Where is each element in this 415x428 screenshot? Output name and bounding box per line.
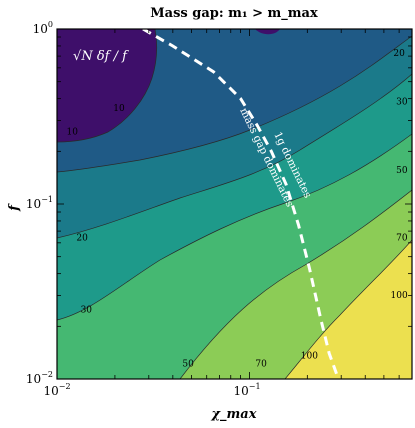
contour-10: [57, 29, 158, 143]
contour-label: 100: [301, 352, 318, 362]
chart-title-text: Mass gap: m₁ > m_max: [150, 6, 318, 21]
contour-label: 20: [393, 49, 405, 59]
contour-20: [57, 35, 412, 173]
contour-label: 20: [76, 233, 88, 243]
contour-30: [57, 73, 412, 239]
contour-label: 10: [66, 127, 78, 137]
x-tick-label: 10−2: [43, 382, 70, 398]
contour-50: [57, 133, 412, 321]
band-lt10: [57, 29, 157, 142]
contour-label: 100: [391, 291, 408, 301]
x-tick-label: 10−1: [233, 382, 260, 398]
quantity-label-text: √N δf / f: [73, 49, 129, 64]
contour-label-group: 20 30 50 70 100 10 10 20 30 50 70 100: [66, 49, 407, 369]
y-axis-label: f: [7, 203, 22, 212]
boundary-dashed-line: [142, 29, 340, 379]
quantity-label: √N δf / f: [73, 49, 129, 64]
band-lt10-top: [255, 29, 280, 35]
contour-70: [179, 189, 412, 379]
contour-label: 50: [182, 359, 194, 369]
contour-label: 50: [396, 166, 408, 176]
contour-label: 70: [255, 359, 267, 369]
contour-label: 70: [396, 233, 408, 243]
y-tick-label: 10−2: [26, 370, 53, 386]
contour-label: 30: [81, 306, 93, 316]
contour-label: 30: [396, 98, 408, 108]
axis-ticks: [56, 28, 412, 380]
y-tick-label: 100: [33, 20, 53, 36]
y-tick-label: 10−1: [26, 195, 53, 211]
contour-100: [284, 239, 412, 379]
plot-area: 20 30 50 70 100 10 10 20 30 50 70 100: [57, 29, 412, 379]
x-axis-label: χ_max: [211, 407, 257, 422]
chart-title: Mass gap: m₁ > m_max: [150, 6, 318, 21]
contour-label: 10: [113, 104, 125, 114]
